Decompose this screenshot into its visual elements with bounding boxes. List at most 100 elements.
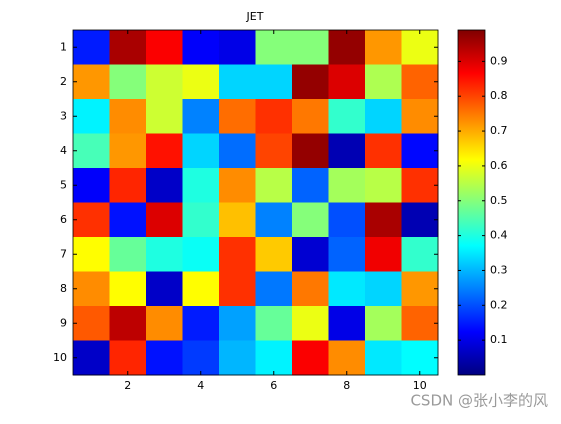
heatmap-cell bbox=[328, 271, 366, 307]
heatmap-cell bbox=[73, 133, 110, 169]
y-tick-label: 7 bbox=[60, 247, 67, 260]
heatmap-cell bbox=[255, 168, 293, 203]
heatmap-cell bbox=[73, 99, 110, 134]
heatmap-cell bbox=[328, 237, 366, 272]
heatmap-cell bbox=[292, 271, 329, 307]
heatmap-cell bbox=[109, 237, 147, 272]
heatmap-cell bbox=[365, 340, 402, 376]
heatmap-cell bbox=[146, 237, 183, 272]
heatmap-cell bbox=[328, 133, 366, 169]
heatmap-cell bbox=[365, 271, 402, 307]
heatmap-cell bbox=[401, 99, 439, 134]
heatmap-cell bbox=[365, 168, 402, 203]
heatmap-cell bbox=[182, 99, 220, 134]
heatmap-cell bbox=[365, 202, 402, 238]
heatmap-cell bbox=[292, 340, 329, 376]
heatmap-cell bbox=[401, 168, 439, 203]
heatmap-cell bbox=[73, 306, 110, 341]
heatmap-cell bbox=[182, 202, 220, 238]
heatmap-cell bbox=[401, 306, 439, 341]
heatmap-cell bbox=[109, 30, 147, 65]
heatmap-cell bbox=[73, 237, 110, 272]
heatmap-cell bbox=[255, 202, 293, 238]
heatmap-cell bbox=[255, 271, 293, 307]
heatmap-cell bbox=[219, 99, 256, 134]
heatmap-cell bbox=[182, 168, 220, 203]
heatmap-cell bbox=[219, 133, 256, 169]
heatmap-cell bbox=[328, 168, 366, 203]
y-tick-label: 4 bbox=[60, 144, 67, 157]
heatmap-cell bbox=[292, 202, 329, 238]
heatmap-cell bbox=[182, 237, 220, 272]
heatmap-cell bbox=[109, 168, 147, 203]
heatmap-cell bbox=[292, 237, 329, 272]
x-tick-label: 8 bbox=[343, 379, 350, 392]
colorbar-tick-label: 0.3 bbox=[490, 263, 508, 276]
heatmap-cell bbox=[365, 133, 402, 169]
heatmap-cell bbox=[328, 30, 366, 65]
heatmap-cell bbox=[328, 99, 366, 134]
heatmap-cell bbox=[328, 340, 366, 376]
heatmap-cell bbox=[401, 202, 439, 238]
heatmap-cell bbox=[146, 168, 183, 203]
heatmap-cell bbox=[109, 340, 147, 376]
colorbar-tick-label: 0.7 bbox=[490, 124, 508, 137]
y-tick-label: 6 bbox=[60, 213, 67, 226]
y-tick-label: 9 bbox=[60, 316, 67, 329]
heatmap-cell bbox=[219, 202, 256, 238]
heatmap-cell bbox=[328, 202, 366, 238]
colorbar-tick-label: 0.6 bbox=[490, 159, 508, 172]
heatmap-cell bbox=[292, 306, 329, 341]
colorbar-tick-label: 0.9 bbox=[490, 54, 508, 67]
heatmap-cell bbox=[365, 306, 402, 341]
watermark: CSDN @张小李的风 bbox=[410, 392, 548, 410]
heatmap-cell bbox=[219, 168, 256, 203]
heatmap-cell bbox=[292, 64, 329, 100]
heatmap-cell bbox=[73, 340, 110, 376]
chart-title: JET bbox=[246, 10, 264, 23]
heatmap-cell bbox=[182, 340, 220, 376]
heatmap-cell bbox=[365, 30, 402, 65]
heatmap-cell bbox=[219, 30, 256, 65]
heatmap-cell bbox=[73, 30, 110, 65]
heatmap-cell bbox=[182, 306, 220, 341]
heatmap-cell bbox=[182, 30, 220, 65]
heatmap-cell bbox=[182, 271, 220, 307]
x-tick-label: 2 bbox=[124, 379, 131, 392]
heatmap-cell bbox=[219, 306, 256, 341]
heatmap-cell bbox=[73, 64, 110, 100]
heatmap-cell bbox=[109, 133, 147, 169]
heatmap-cell bbox=[146, 99, 183, 134]
heatmap-cell bbox=[365, 99, 402, 134]
heatmap-cell bbox=[182, 133, 220, 169]
heatmap-cell bbox=[328, 64, 366, 100]
heatmap-cell bbox=[328, 306, 366, 341]
heatmap-cell bbox=[146, 64, 183, 100]
x-tick-label: 6 bbox=[270, 379, 277, 392]
heatmap-cell bbox=[182, 64, 220, 100]
x-tick-label: 10 bbox=[413, 379, 427, 392]
heatmap-cell bbox=[255, 133, 293, 169]
heatmap-cell bbox=[401, 30, 439, 65]
y-tick-label: 2 bbox=[60, 75, 67, 88]
heatmap-cell bbox=[73, 168, 110, 203]
heatmap-cell bbox=[109, 202, 147, 238]
colorbar-tick-label: 0.1 bbox=[490, 333, 508, 346]
heatmap-cell bbox=[255, 99, 293, 134]
y-tick-label: 5 bbox=[60, 178, 67, 191]
heatmap-cell bbox=[292, 168, 329, 203]
heatmap-cell bbox=[146, 30, 183, 65]
y-tick-label: 1 bbox=[60, 40, 67, 53]
y-tick-label: 3 bbox=[60, 109, 67, 122]
heatmap-cell bbox=[255, 64, 293, 100]
heatmap-cell bbox=[401, 340, 439, 376]
heatmap-cell bbox=[255, 340, 293, 376]
heatmap-cell bbox=[146, 202, 183, 238]
colorbar-tick-label: 0.4 bbox=[490, 229, 508, 242]
heatmap-cell bbox=[255, 306, 293, 341]
heatmap-cell bbox=[219, 237, 256, 272]
heatmap-cell bbox=[73, 202, 110, 238]
plot-frame bbox=[72, 29, 439, 376]
heatmap-cell bbox=[219, 271, 256, 307]
heatmap-cell bbox=[365, 237, 402, 272]
